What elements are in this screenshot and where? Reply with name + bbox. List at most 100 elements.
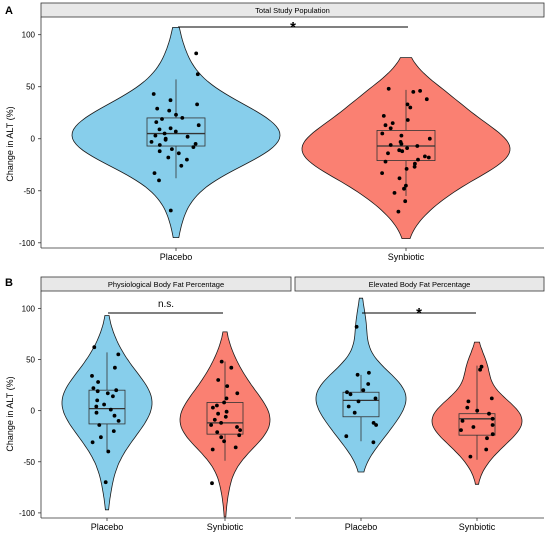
y-axis-label: Change in ALT (%) [5, 106, 15, 181]
data-point [475, 408, 480, 413]
data-point [373, 396, 378, 401]
data-point [468, 454, 473, 459]
x-tick-label-placebo: Placebo [91, 522, 124, 532]
data-point [193, 142, 198, 146]
data-point [388, 126, 393, 131]
data-point [352, 410, 357, 415]
data-point [459, 428, 463, 432]
data-point [465, 405, 470, 410]
data-point [103, 480, 108, 485]
data-point [380, 131, 385, 136]
data-point [167, 108, 172, 113]
data-point [114, 388, 119, 393]
facet-total: Total Study Population Change in ALT (%)… [5, 2, 545, 262]
data-point [168, 98, 173, 103]
y-tick-label: -50 [23, 187, 35, 196]
data-point [157, 143, 162, 147]
data-point [152, 171, 157, 176]
plot-area [315, 297, 523, 521]
data-point [149, 140, 154, 144]
data-point [225, 384, 230, 388]
data-point [361, 388, 366, 393]
data-point [229, 365, 234, 370]
data-point [168, 126, 173, 131]
data-point [155, 106, 160, 111]
data-point [154, 120, 159, 124]
data-point [180, 116, 185, 120]
data-point [399, 142, 404, 146]
facet-physiological: Physiological Body Fat Percentage Change… [5, 276, 292, 532]
data-point [415, 144, 420, 148]
data-point [479, 364, 484, 369]
data-point [163, 137, 168, 142]
data-point [386, 86, 391, 91]
data-point [108, 407, 113, 412]
data-point [116, 352, 121, 357]
y-tick-label: 0 [31, 135, 36, 144]
data-point [386, 151, 390, 156]
y-tick-label: 100 [22, 31, 36, 40]
data-point [97, 423, 102, 427]
data-point [209, 423, 214, 427]
data-point [367, 370, 371, 375]
strip-title: Total Study Population [255, 6, 330, 15]
data-point [411, 90, 416, 94]
y-tick-label: 50 [26, 83, 35, 92]
data-point [174, 112, 178, 117]
data-point [223, 414, 228, 419]
data-point [92, 345, 97, 350]
data-point [478, 367, 482, 372]
data-point [216, 378, 221, 382]
data-point [215, 403, 219, 408]
data-point [400, 149, 405, 154]
data-point [224, 409, 229, 414]
data-point [173, 129, 178, 134]
data-point [219, 421, 224, 425]
significance-label: n.s. [158, 299, 174, 310]
data-point [94, 410, 99, 415]
data-point [471, 425, 476, 429]
data-point [233, 445, 238, 450]
data-point [90, 440, 95, 445]
box [342, 391, 380, 418]
facet-elevated: Elevated Body Fat Percentage * Placebo S… [294, 276, 545, 532]
significance-label: * [290, 19, 296, 36]
data-point [460, 419, 465, 423]
box [146, 117, 206, 147]
data-point [162, 131, 167, 136]
data-point [366, 382, 371, 386]
data-point [211, 405, 215, 410]
significance-label: * [416, 305, 422, 322]
y-tick-label: 100 [22, 304, 36, 313]
data-point [344, 434, 349, 439]
data-point [112, 413, 117, 418]
data-point [166, 155, 171, 160]
data-point [176, 151, 181, 156]
data-point [160, 117, 164, 121]
data-point [405, 118, 410, 122]
data-point [95, 389, 100, 394]
data-point [237, 433, 242, 438]
data-point [485, 436, 489, 441]
data-point [157, 127, 162, 132]
data-point [219, 435, 224, 440]
strip-background [40, 276, 292, 292]
data-point [111, 394, 115, 399]
data-point [185, 157, 189, 162]
data-point [215, 430, 220, 434]
data-point [348, 392, 353, 397]
data-point [405, 102, 410, 107]
data-point [170, 147, 174, 152]
data-point [106, 449, 111, 454]
data-point [397, 176, 402, 181]
data-point [388, 143, 393, 147]
data-point [402, 186, 406, 191]
data-point [95, 398, 100, 403]
data-point [426, 155, 431, 160]
data-point [210, 447, 215, 452]
data-point [374, 423, 378, 427]
y-tick-label: -50 [23, 458, 35, 467]
data-point [90, 374, 94, 378]
data-point [151, 92, 156, 96]
